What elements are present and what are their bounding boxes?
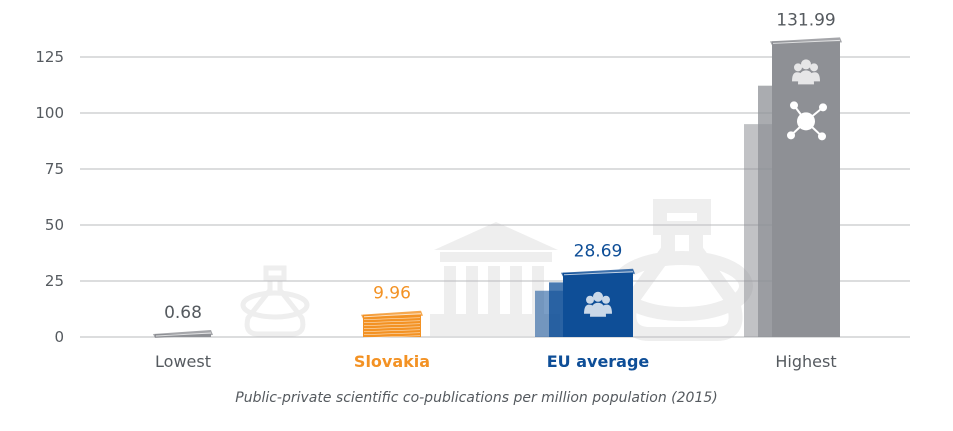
flask-watermark-icon <box>240 265 310 337</box>
category-label: Highest <box>775 352 836 371</box>
y-tick-label: 100 <box>35 104 64 122</box>
value-label: 28.69 <box>574 242 623 262</box>
value-label: 9.96 <box>373 284 411 304</box>
bar-slovakia <box>361 310 423 338</box>
value-label: 0.68 <box>164 303 202 323</box>
value-label: 131.99 <box>776 10 835 30</box>
category-label: Slovakia <box>354 352 430 371</box>
bar-eu-average <box>535 268 635 337</box>
bar-highest <box>744 37 842 337</box>
network-icon <box>787 101 827 141</box>
bar-lowest <box>153 330 213 338</box>
people-icon <box>584 291 612 317</box>
people-icon <box>792 59 820 85</box>
bars: 0.68 9.96 28.69 131.99 <box>153 10 842 338</box>
category-label: Lowest <box>155 352 211 371</box>
y-axis-ticks: 0 25 50 75 100 125 <box>35 48 64 346</box>
building-watermark-icon <box>430 222 560 336</box>
category-label: EU average <box>547 352 650 371</box>
y-tick-label: 75 <box>45 160 64 178</box>
y-tick-label: 50 <box>45 216 64 234</box>
y-tick-label: 0 <box>54 328 64 346</box>
y-tick-label: 25 <box>45 272 64 290</box>
bar-body <box>772 41 840 337</box>
x-axis-caption: Public-private scientific co-publication… <box>235 390 718 406</box>
x-axis-categories: Lowest Slovakia EU average Highest <box>155 352 837 371</box>
y-tick-label: 125 <box>35 48 64 66</box>
